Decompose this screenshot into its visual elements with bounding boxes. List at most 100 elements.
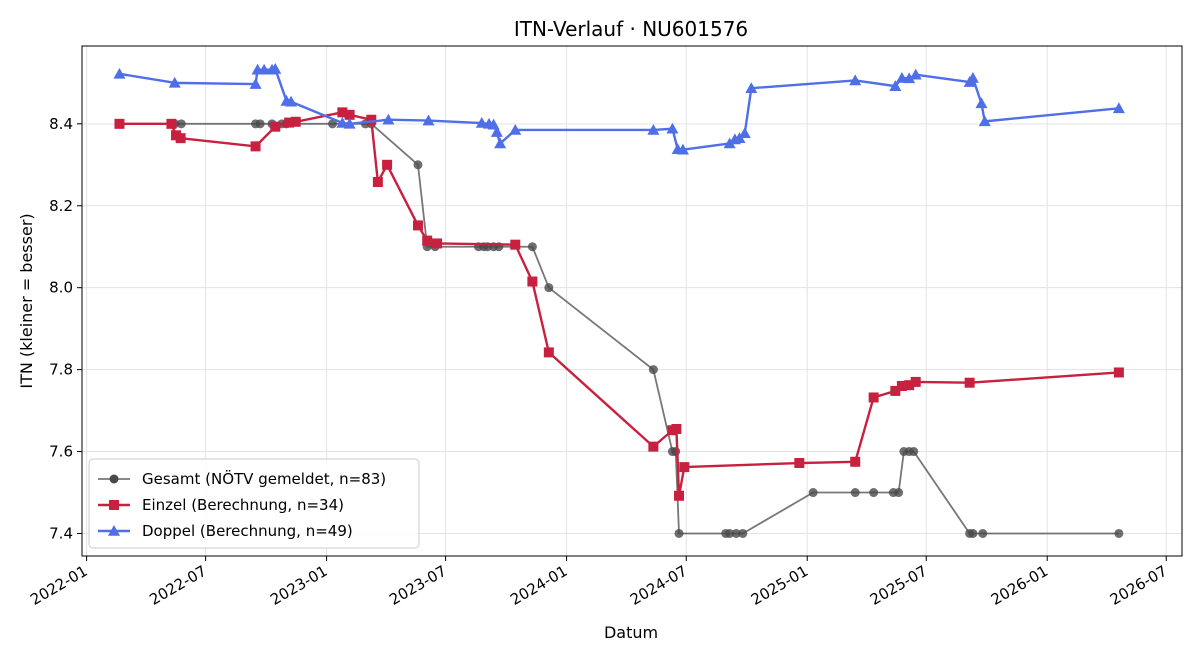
data-point-gesamt — [527, 242, 537, 252]
plot-frame — [81, 45, 1183, 557]
legend-marker-doppel — [108, 525, 120, 536]
data-point-gesamt — [731, 528, 741, 538]
legend-item-einzel: Einzel (Berechnung, n=34) — [98, 496, 344, 514]
data-point-gesamt — [725, 528, 735, 538]
data-point-einzel — [679, 462, 690, 473]
data-point-doppel — [966, 71, 979, 83]
data-point-gesamt — [850, 488, 860, 498]
data-point-doppel — [285, 95, 298, 107]
data-point-doppel — [909, 68, 922, 80]
legend-marker-einzel — [109, 500, 119, 510]
data-point-doppel — [509, 123, 522, 135]
y-tick-label: 8.0 — [49, 279, 73, 297]
legend: Gesamt (NÖTV gemeldet, n=83) Einzel (Bere… — [88, 458, 420, 549]
data-point-einzel — [648, 441, 659, 452]
data-point-doppel — [738, 127, 751, 139]
data-point-doppel — [475, 117, 488, 128]
data-point-doppel — [382, 113, 395, 125]
data-point-einzel — [896, 381, 907, 391]
legend-label-einzel: Einzel (Berechnung, n=34) — [142, 496, 344, 514]
data-point-einzel — [382, 159, 393, 170]
data-point-gesamt — [176, 119, 186, 129]
data-point-einzel — [868, 392, 879, 403]
y-tick-label: 7.8 — [49, 361, 73, 379]
data-point-einzel — [366, 114, 377, 125]
data-point-doppel — [168, 76, 181, 88]
chart-title: ITN-Verlauf · NU601576 — [514, 17, 748, 41]
data-point-gesamt — [648, 365, 658, 375]
legend-box — [88, 458, 420, 549]
data-point-einzel — [671, 424, 682, 435]
data-point-doppel — [647, 123, 660, 135]
data-point-doppel — [978, 115, 991, 127]
data-point-doppel — [113, 67, 126, 79]
y-axis-label: ITN (kleiner = besser) — [17, 213, 36, 388]
data-point-einzel — [543, 347, 554, 358]
data-point-doppel — [258, 63, 271, 75]
data-point-doppel — [343, 117, 356, 129]
y-tick-label: 7.4 — [49, 524, 73, 542]
data-point-gesamt — [978, 528, 988, 538]
y-tick-label: 7.6 — [49, 443, 73, 461]
legend-item-gesamt: Gesamt (NÖTV gemeldet, n=83) — [98, 469, 386, 488]
data-point-einzel — [890, 385, 901, 396]
data-point-gesamt — [255, 119, 265, 129]
data-point-gesamt — [413, 160, 423, 170]
y-tick-label: 8.2 — [49, 197, 73, 215]
data-point-gesamt — [968, 528, 978, 538]
data-point-doppel — [745, 82, 758, 93]
data-point-einzel — [372, 177, 383, 187]
data-point-einzel — [344, 109, 355, 120]
data-point-gesamt — [674, 528, 684, 538]
data-point-einzel — [910, 376, 921, 387]
data-point-doppel — [249, 78, 262, 89]
data-point-doppel — [676, 143, 689, 155]
legend-label-doppel: Doppel (Berechnung, n=49) — [142, 522, 353, 540]
data-point-einzel — [1113, 367, 1124, 378]
data-point-einzel — [250, 141, 261, 152]
data-point-einzel — [510, 239, 521, 250]
data-point-gesamt — [328, 119, 338, 129]
data-point-einzel — [904, 380, 915, 391]
data-point-einzel — [175, 133, 186, 144]
data-point-einzel — [284, 117, 295, 128]
data-point-einzel — [114, 118, 125, 129]
data-point-einzel — [794, 458, 805, 469]
data-point-gesamt — [869, 488, 879, 498]
data-point-doppel — [494, 137, 507, 149]
legend-item-doppel: Doppel (Berechnung, n=49) — [98, 522, 353, 540]
data-point-doppel — [269, 62, 282, 74]
plot-series — [113, 62, 1125, 538]
series-doppel — [113, 62, 1125, 155]
data-point-einzel — [422, 235, 433, 246]
data-point-einzel — [290, 116, 301, 127]
data-point-doppel — [849, 74, 862, 86]
y-axis: 7.4 7.6 7.8 8.0 8.2 8.4 — [49, 115, 82, 542]
data-point-doppel — [975, 97, 988, 109]
data-point-doppel — [1112, 102, 1125, 114]
data-point-doppel — [903, 72, 916, 84]
y-tick-label: 8.4 — [49, 115, 73, 133]
data-point-gesamt — [738, 528, 748, 538]
x-axis-label: Datum — [604, 623, 658, 642]
data-point-einzel — [432, 238, 443, 249]
data-point-doppel — [336, 117, 349, 128]
data-point-gesamt — [808, 488, 818, 498]
data-point-gesamt — [1114, 528, 1124, 538]
data-point-einzel — [270, 121, 281, 132]
data-point-einzel — [527, 276, 538, 287]
data-point-einzel — [412, 220, 423, 231]
data-point-gesamt — [544, 283, 554, 293]
data-point-gesamt — [894, 488, 904, 498]
data-point-gesamt — [671, 447, 681, 457]
series-einzel — [114, 107, 1124, 501]
data-point-einzel — [674, 490, 685, 501]
data-point-doppel — [422, 114, 435, 126]
data-point-einzel — [850, 456, 861, 467]
data-point-einzel — [166, 118, 177, 129]
data-point-gesamt — [909, 447, 919, 457]
legend-marker-gesamt — [109, 474, 119, 484]
legend-label-gesamt: Gesamt (NÖTV gemeldet, n=83) — [142, 469, 386, 488]
